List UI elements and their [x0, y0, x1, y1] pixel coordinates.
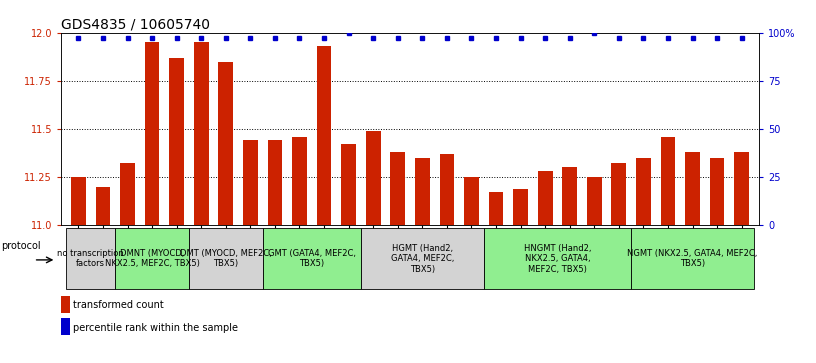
Bar: [631, 228, 754, 289]
Bar: [390, 152, 405, 225]
Bar: [219, 61, 233, 225]
Bar: [636, 158, 651, 225]
Bar: [484, 228, 631, 289]
Bar: [194, 42, 209, 225]
Bar: [169, 58, 184, 225]
Bar: [144, 42, 159, 225]
Text: GMT (GATA4, MEF2C,
TBX5): GMT (GATA4, MEF2C, TBX5): [268, 249, 356, 268]
Bar: [189, 228, 263, 289]
Bar: [115, 228, 189, 289]
Bar: [317, 46, 331, 225]
Bar: [341, 144, 356, 225]
Text: DMNT (MYOCD,
NKX2.5, MEF2C, TBX5): DMNT (MYOCD, NKX2.5, MEF2C, TBX5): [104, 249, 200, 268]
Bar: [685, 152, 700, 225]
Bar: [440, 154, 455, 225]
Bar: [513, 188, 528, 225]
Bar: [263, 228, 361, 289]
Bar: [71, 177, 86, 225]
Bar: [61, 318, 70, 335]
Text: NGMT (NKX2.5, GATA4, MEF2C,
TBX5): NGMT (NKX2.5, GATA4, MEF2C, TBX5): [628, 249, 758, 268]
Bar: [366, 131, 380, 225]
Bar: [95, 187, 110, 225]
Text: HNGMT (Hand2,
NKX2.5, GATA4,
MEF2C, TBX5): HNGMT (Hand2, NKX2.5, GATA4, MEF2C, TBX5…: [524, 244, 591, 274]
Bar: [268, 140, 282, 225]
Bar: [120, 163, 135, 225]
Bar: [734, 152, 749, 225]
Bar: [292, 136, 307, 225]
Text: percentile rank within the sample: percentile rank within the sample: [73, 323, 238, 333]
Bar: [489, 192, 503, 225]
Text: GDS4835 / 10605740: GDS4835 / 10605740: [61, 17, 211, 32]
Bar: [415, 158, 430, 225]
Bar: [562, 167, 577, 225]
Bar: [661, 136, 676, 225]
Text: transformed count: transformed count: [73, 301, 164, 310]
Text: no transcription
factors: no transcription factors: [57, 249, 124, 268]
Bar: [243, 140, 258, 225]
Bar: [361, 228, 484, 289]
Bar: [61, 296, 70, 313]
Bar: [587, 177, 601, 225]
Text: HGMT (Hand2,
GATA4, MEF2C,
TBX5): HGMT (Hand2, GATA4, MEF2C, TBX5): [391, 244, 454, 274]
Bar: [66, 228, 115, 289]
Text: protocol: protocol: [2, 241, 42, 251]
Bar: [710, 158, 725, 225]
Bar: [611, 163, 626, 225]
Bar: [464, 177, 479, 225]
Bar: [538, 171, 552, 225]
Text: DMT (MYOCD, MEF2C,
TBX5): DMT (MYOCD, MEF2C, TBX5): [180, 249, 272, 268]
